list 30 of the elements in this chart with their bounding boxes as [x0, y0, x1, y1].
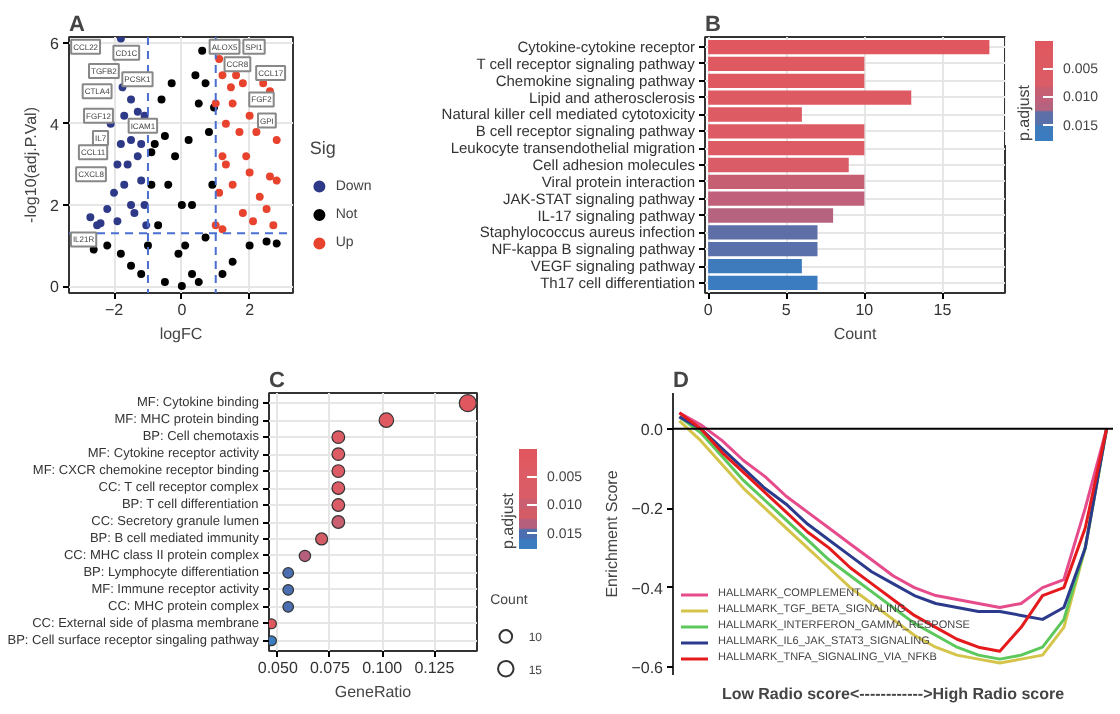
chart-title: B	[705, 13, 721, 37]
y-tick-label: 2	[50, 196, 61, 215]
color-bar-title: p.adjust	[499, 491, 517, 549]
x-tick-label: 10	[855, 301, 875, 319]
color-bar-title: p.adjust	[1015, 83, 1033, 141]
y-tick-label: 4	[50, 115, 61, 134]
y-axis-title: Enrichment Score	[603, 469, 622, 598]
x-tick-label: 5	[781, 301, 792, 319]
x-axis-title: Low Radio score<------------>High Radio score	[721, 685, 1066, 703]
x-tick-label: 0.050	[257, 659, 299, 677]
y-tick-label: 0.0	[640, 420, 665, 439]
x-tick-label: 0.100	[362, 659, 404, 677]
y-tick-label: 0	[50, 278, 61, 297]
x-axis-title: Count	[833, 325, 878, 343]
chart-title: C	[269, 369, 285, 393]
x-tick-label: 0.125	[414, 659, 456, 677]
x-tick-label: 15	[933, 301, 953, 319]
y-tick-label: 6	[50, 34, 61, 53]
x-axis-title: logFC	[159, 325, 203, 343]
y-tick-label: −0.2	[631, 500, 665, 519]
legend-title: Sig	[309, 138, 336, 159]
x-tick-label: 0.075	[309, 659, 352, 677]
x-axis-title: GeneRatio	[334, 683, 413, 701]
x-tick-label: −2	[104, 301, 125, 319]
y-tick-label: −0.4	[631, 579, 665, 598]
chart-title: A	[69, 13, 85, 37]
x-tick-label: 0	[703, 301, 714, 319]
chart-title: D	[673, 369, 689, 393]
y-tick-label: −0.6	[631, 659, 665, 678]
y-axis-title: -log10(adj.P.Val)	[22, 106, 41, 223]
